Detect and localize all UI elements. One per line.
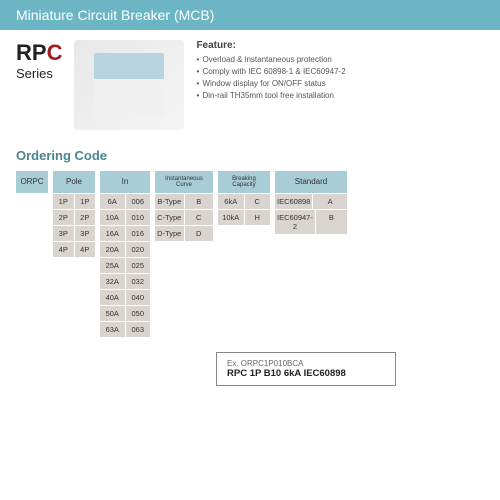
cell: 006 [126, 193, 151, 209]
cell: 50A [100, 305, 126, 321]
cell: 010 [126, 209, 151, 225]
cell: 050 [126, 305, 151, 321]
cell: B-Type [155, 193, 185, 209]
cell: 16A [100, 225, 126, 241]
cell: 2P [75, 209, 96, 225]
example-label: Ex. ORPC1P010BCA [227, 359, 385, 368]
cell: 32A [100, 273, 126, 289]
cell: C [185, 209, 214, 225]
col-header: ORPC [16, 171, 48, 193]
top-section: RPC Series Feature: Overload & instantan… [16, 40, 484, 130]
col-pole: Pole 1P1P 2P2P 3P3P 4P4P [53, 171, 95, 257]
cell: D-Type [155, 225, 185, 241]
cell: 40A [100, 289, 126, 305]
feature-item: Overload & instantaneous protection [196, 54, 484, 66]
feature-title: Feature: [196, 40, 484, 51]
cell: 4P [75, 241, 96, 257]
col-header: In [100, 171, 150, 193]
cell: 1P [75, 193, 96, 209]
cell: 20A [100, 241, 126, 257]
cell: 25A [100, 257, 126, 273]
ordering-table: ORPC Pole 1P1P 2P2P 3P3P 4P4P In 6A006 1… [16, 171, 484, 337]
ordering-title: Ordering Code [16, 148, 484, 163]
cell: 6A [100, 193, 126, 209]
cell: D [185, 225, 214, 241]
cell: 2P [53, 209, 75, 225]
col-header: Pole [53, 171, 95, 193]
feature-block: Feature: Overload & instantaneous protec… [196, 40, 484, 130]
example-box: Ex. ORPC1P010BCA RPC 1P B10 6kA IEC60898 [216, 352, 396, 386]
series-sub: Series [16, 66, 62, 81]
cell: 3P [75, 225, 96, 241]
series-accent: C [47, 40, 63, 65]
cell: 6kA [218, 193, 245, 209]
col-header: Standard [275, 171, 347, 193]
col-header: Breaking Capacity [218, 171, 270, 193]
cell: 10kA [218, 209, 245, 225]
col-curve: Instantaneous Curve B-TypeB C-TypeC D-Ty… [155, 171, 213, 241]
col-header: Instantaneous Curve [155, 171, 213, 193]
col-orpc: ORPC [16, 171, 48, 193]
cell: 1P [53, 193, 75, 209]
feature-item: Window display for ON/OFF status [196, 78, 484, 90]
cell: 016 [126, 225, 151, 241]
col-break: Breaking Capacity 6kAC 10kAH [218, 171, 270, 225]
col-standard: Standard IEC60898A IEC60947-2B [275, 171, 347, 234]
cell: 4P [53, 241, 75, 257]
series-block: RPC Series [16, 40, 62, 130]
feature-item: Din-rail TH35mm tool free installation [196, 90, 484, 102]
title-bar: Miniature Circuit Breaker (MCB) [0, 0, 500, 30]
cell: 025 [126, 257, 151, 273]
cell: IEC60947-2 [275, 209, 316, 234]
cell: 3P [53, 225, 75, 241]
cell: 10A [100, 209, 126, 225]
cell: B [316, 209, 347, 234]
product-image [74, 40, 184, 130]
series-prefix: RP [16, 40, 47, 65]
cell: 063 [126, 321, 151, 337]
cell: 020 [126, 241, 151, 257]
cell: C-Type [155, 209, 185, 225]
feature-list: Overload & instantaneous protection Comp… [196, 54, 484, 102]
cell: C [245, 193, 271, 209]
feature-item: Comply with IEC 60898-1 & IEC60947-2 [196, 66, 484, 78]
cell: B [185, 193, 214, 209]
cell: 040 [126, 289, 151, 305]
col-in: In 6A006 10A010 16A016 20A020 25A025 32A… [100, 171, 150, 337]
cell: 032 [126, 273, 151, 289]
cell: 63A [100, 321, 126, 337]
example-code: RPC 1P B10 6kA IEC60898 [227, 368, 385, 379]
cell: IEC60898 [275, 193, 313, 209]
cell: A [313, 193, 347, 209]
cell: H [245, 209, 271, 225]
content-area: RPC Series Feature: Overload & instantan… [0, 30, 500, 396]
